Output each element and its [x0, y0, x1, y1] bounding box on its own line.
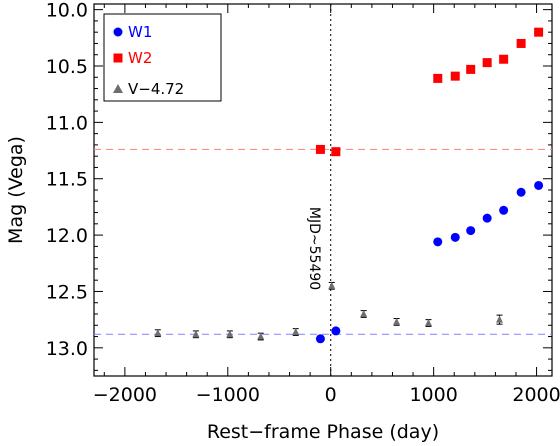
data-point-w1	[516, 187, 526, 197]
y-tick-label: 10.0	[46, 0, 88, 22]
data-point-w2	[315, 144, 325, 154]
y-tick-label: 11.0	[46, 112, 88, 134]
x-axis-label: Rest−frame Phase (day)	[207, 421, 439, 443]
data-point-v	[154, 329, 162, 337]
legend-w2-marker	[113, 53, 123, 63]
data-point-v	[360, 310, 368, 317]
data-point-v	[292, 328, 300, 336]
data-marks	[154, 27, 544, 344]
data-point-v	[424, 319, 432, 327]
x-tick-label: −2000	[93, 384, 157, 406]
data-point-w2	[433, 73, 443, 83]
data-point-w1	[315, 334, 325, 344]
x-tick-label: −1000	[196, 384, 260, 406]
y-tick-label: 13.0	[46, 338, 88, 360]
data-point-w2	[534, 27, 544, 37]
data-point-w2	[450, 71, 460, 81]
data-point-w1	[433, 237, 443, 247]
x-tick-label: 2000	[512, 384, 560, 406]
y-tick-label: 12.5	[46, 281, 88, 303]
data-point-w2	[331, 147, 341, 157]
y-axis-label: Mag (Vega)	[5, 136, 27, 244]
x-tick-label: 0	[325, 384, 337, 406]
legend-v-marker	[113, 84, 123, 93]
data-point-w1	[482, 213, 492, 223]
data-point-v	[496, 315, 504, 323]
legend-w2-label: W2	[128, 49, 152, 67]
data-point-v	[257, 332, 265, 340]
data-point-w2	[516, 38, 526, 48]
legend-w1-label: W1	[128, 23, 152, 41]
x-tick-label: 1000	[409, 384, 457, 406]
data-point-w1	[466, 226, 476, 236]
data-point-v	[393, 317, 401, 325]
y-tick-label: 10.5	[46, 56, 88, 78]
legend-w1-marker	[113, 27, 123, 37]
data-point-v	[226, 330, 234, 338]
data-point-w1	[450, 232, 460, 242]
legend-box	[103, 13, 222, 102]
legend-v-label: V−4.72	[128, 80, 184, 98]
data-point-w2	[466, 64, 476, 74]
data-point-w1	[499, 205, 509, 215]
y-tick-label: 11.5	[46, 169, 88, 191]
data-point-w1	[331, 326, 341, 336]
data-point-w2	[499, 54, 509, 64]
legend: W1 W2 V−4.72	[103, 13, 222, 102]
data-point-w1	[534, 180, 544, 190]
data-point-w2	[482, 58, 492, 68]
data-point-v	[328, 281, 336, 289]
axis-ticks: −2000 −1000 0 1000 2000 10.0 10.5 11.0 11.5 12.0 1…	[46, 0, 560, 406]
y-tick-label: 12.0	[46, 225, 88, 247]
mjd-annotation: MJD~55490	[306, 207, 322, 290]
data-point-v	[192, 330, 200, 338]
